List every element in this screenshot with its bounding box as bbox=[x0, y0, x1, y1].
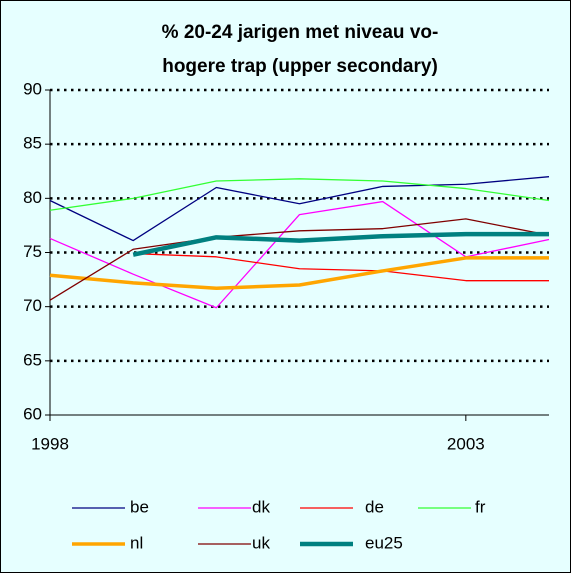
y-tick-label: 80 bbox=[23, 188, 42, 207]
legend-label: de bbox=[365, 497, 384, 516]
y-tick-label: 90 bbox=[23, 79, 42, 98]
y-tick-label: 70 bbox=[23, 296, 42, 315]
legend-label: eu25 bbox=[365, 533, 403, 552]
legend-label: nl bbox=[130, 533, 143, 552]
legend-label: be bbox=[130, 497, 149, 516]
series-line bbox=[133, 252, 549, 282]
legend-label: fr bbox=[475, 497, 486, 516]
y-tick-label: 75 bbox=[23, 242, 42, 261]
series-line bbox=[49, 176, 550, 242]
y-tick-label: 60 bbox=[23, 404, 42, 423]
x-tick-label: 1998 bbox=[31, 434, 69, 453]
series-line bbox=[49, 256, 549, 290]
series-line bbox=[49, 178, 550, 211]
chart-title: hogere trap (upper secondary) bbox=[162, 56, 438, 77]
chart-title: % 20-24 jarigen met niveau vo- bbox=[162, 22, 439, 43]
legend-label: uk bbox=[252, 533, 270, 552]
legend-label: dk bbox=[252, 497, 270, 516]
series-line bbox=[132, 231, 549, 257]
x-tick-label: 2003 bbox=[447, 434, 485, 453]
y-tick-label: 65 bbox=[23, 350, 42, 369]
series-line bbox=[49, 218, 550, 301]
y-tick-label: 85 bbox=[23, 134, 42, 153]
